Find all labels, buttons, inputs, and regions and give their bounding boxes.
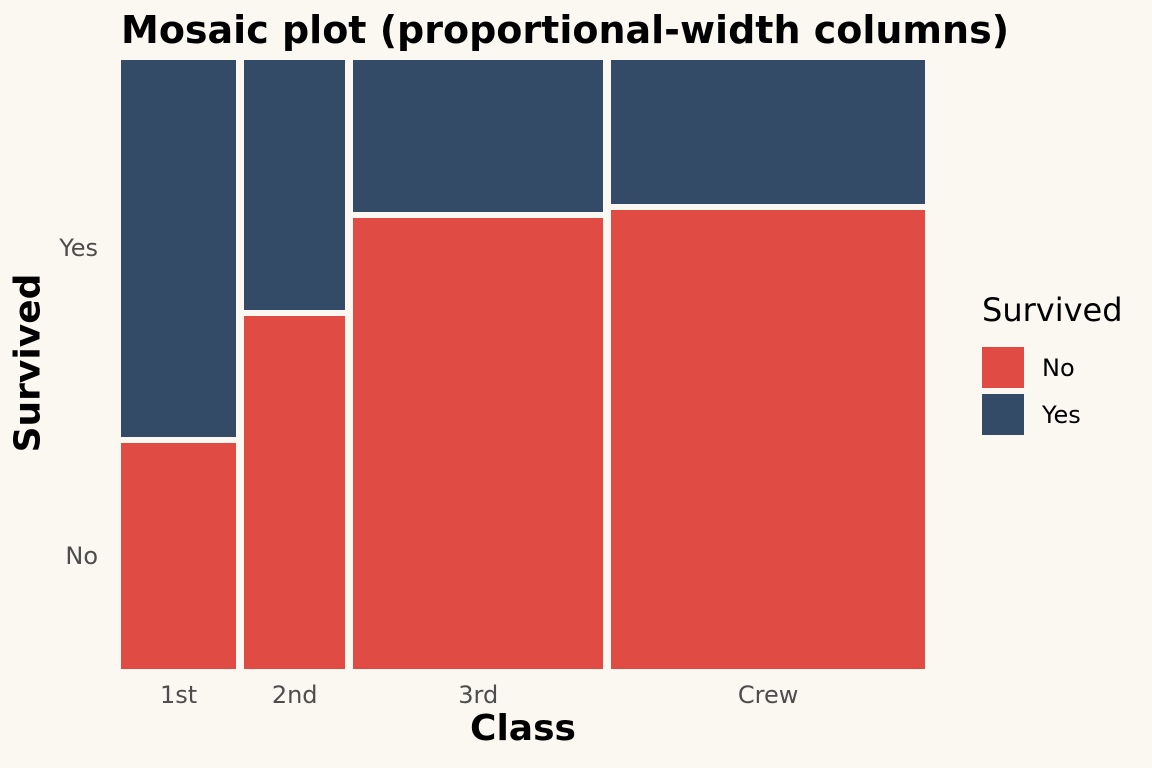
- segment-crew-no: [611, 210, 925, 669]
- segment-crew-yes: [611, 60, 925, 205]
- y-axis-label: Survived: [7, 273, 49, 453]
- legend-swatch-no: [982, 347, 1024, 388]
- mosaic-column-2nd: [244, 60, 346, 669]
- legend-swatch-yes: [982, 394, 1024, 435]
- legend-label-no: No: [1042, 353, 1075, 382]
- chart-title: Mosaic plot (proportional-width columns): [121, 8, 1010, 52]
- segment-3rd-no: [353, 218, 604, 669]
- mosaic-column-crew: [611, 60, 925, 669]
- x-tick-crew: Crew: [737, 681, 799, 709]
- y-tick-no: No: [65, 541, 98, 570]
- mosaic-column-1st: [121, 60, 237, 669]
- legend-entry-yes: Yes: [982, 394, 1123, 435]
- segment-2nd-yes: [244, 60, 346, 310]
- segment-2nd-no: [244, 315, 346, 669]
- x-tick-2nd: 2nd: [271, 681, 318, 709]
- legend-entry-no: No: [982, 347, 1123, 388]
- legend-label-yes: Yes: [1042, 400, 1081, 429]
- y-tick-yes: Yes: [59, 234, 98, 263]
- legend: Survived No Yes: [982, 291, 1123, 441]
- legend-title: Survived: [982, 291, 1123, 329]
- x-axis-label: Class: [470, 708, 576, 749]
- segment-3rd-yes: [353, 60, 604, 213]
- segment-1st-yes: [121, 60, 237, 437]
- mosaic-plot: [121, 60, 925, 669]
- x-tick-1st: 1st: [159, 681, 198, 709]
- mosaic-column-3rd: [353, 60, 604, 669]
- segment-1st-no: [121, 442, 237, 669]
- x-tick-3rd: 3rd: [458, 681, 499, 709]
